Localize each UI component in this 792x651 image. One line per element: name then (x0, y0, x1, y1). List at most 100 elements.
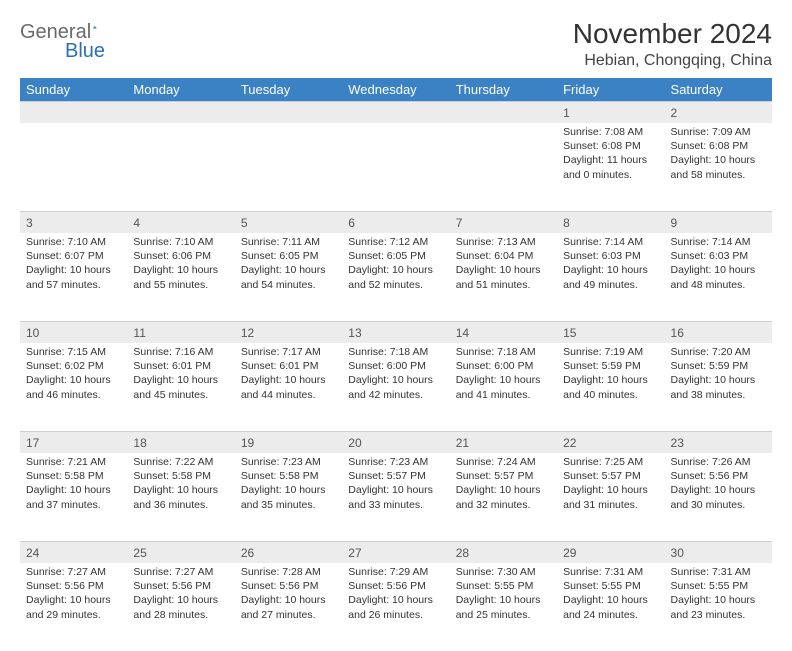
sunrise-line: Sunrise: 7:27 AM (133, 565, 228, 579)
day-cell: Sunrise: 7:24 AMSunset: 5:57 PMDaylight:… (450, 453, 557, 542)
day-number-cell: 22 (557, 432, 664, 454)
daylight-line: Daylight: 10 hours and 36 minutes. (133, 483, 228, 511)
daylight-line: Daylight: 10 hours and 32 minutes. (456, 483, 551, 511)
day-cell: Sunrise: 7:23 AMSunset: 5:57 PMDaylight:… (342, 453, 449, 542)
sunset-line: Sunset: 6:08 PM (671, 139, 766, 153)
daylight-line: Daylight: 10 hours and 23 minutes. (671, 593, 766, 621)
day-number-cell: 17 (20, 432, 127, 454)
sunset-line: Sunset: 6:07 PM (26, 249, 121, 263)
sunrise-line: Sunrise: 7:26 AM (671, 455, 766, 469)
sunrise-line: Sunrise: 7:14 AM (563, 235, 658, 249)
day-cell: Sunrise: 7:08 AMSunset: 6:08 PMDaylight:… (557, 123, 664, 212)
sunrise-line: Sunrise: 7:25 AM (563, 455, 658, 469)
sunrise-line: Sunrise: 7:14 AM (671, 235, 766, 249)
day-number-cell: 25 (127, 542, 234, 564)
sunrise-line: Sunrise: 7:29 AM (348, 565, 443, 579)
daylight-line: Daylight: 10 hours and 35 minutes. (241, 483, 336, 511)
day-content-row: Sunrise: 7:08 AMSunset: 6:08 PMDaylight:… (20, 123, 772, 212)
sunrise-line: Sunrise: 7:08 AM (563, 125, 658, 139)
day-cell: Sunrise: 7:14 AMSunset: 6:03 PMDaylight:… (557, 233, 664, 322)
sunset-line: Sunset: 5:55 PM (671, 579, 766, 593)
sunrise-line: Sunrise: 7:10 AM (133, 235, 228, 249)
day-cell: Sunrise: 7:31 AMSunset: 5:55 PMDaylight:… (665, 563, 772, 651)
sunrise-line: Sunrise: 7:13 AM (456, 235, 551, 249)
daylight-line: Daylight: 10 hours and 30 minutes. (671, 483, 766, 511)
day-cell: Sunrise: 7:22 AMSunset: 5:58 PMDaylight:… (127, 453, 234, 542)
daylight-line: Daylight: 10 hours and 25 minutes. (456, 593, 551, 621)
day-cell: Sunrise: 7:14 AMSunset: 6:03 PMDaylight:… (665, 233, 772, 322)
day-cell: Sunrise: 7:11 AMSunset: 6:05 PMDaylight:… (235, 233, 342, 322)
day-cell: Sunrise: 7:15 AMSunset: 6:02 PMDaylight:… (20, 343, 127, 432)
day-cell: Sunrise: 7:10 AMSunset: 6:06 PMDaylight:… (127, 233, 234, 322)
day-cell: Sunrise: 7:31 AMSunset: 5:55 PMDaylight:… (557, 563, 664, 651)
daylight-line: Daylight: 10 hours and 42 minutes. (348, 373, 443, 401)
sunset-line: Sunset: 6:00 PM (348, 359, 443, 373)
day-number-cell: 15 (557, 322, 664, 344)
day-number-cell: 9 (665, 212, 772, 234)
calendar-table: SundayMondayTuesdayWednesdayThursdayFrid… (20, 78, 772, 651)
sunset-line: Sunset: 5:56 PM (133, 579, 228, 593)
day-number-cell: 27 (342, 542, 449, 564)
day-number-cell: 21 (450, 432, 557, 454)
day-number-cell: 14 (450, 322, 557, 344)
page: General Blue November 2024 Hebian, Chong… (0, 0, 792, 612)
day-number-cell: 20 (342, 432, 449, 454)
sunset-line: Sunset: 6:02 PM (26, 359, 121, 373)
day-number-cell (127, 102, 234, 124)
day-number-cell: 4 (127, 212, 234, 234)
sunset-line: Sunset: 6:01 PM (241, 359, 336, 373)
sunrise-line: Sunrise: 7:09 AM (671, 125, 766, 139)
daylight-line: Daylight: 11 hours and 0 minutes. (563, 153, 658, 181)
day-cell: Sunrise: 7:21 AMSunset: 5:58 PMDaylight:… (20, 453, 127, 542)
sunset-line: Sunset: 5:55 PM (563, 579, 658, 593)
day-cell: Sunrise: 7:27 AMSunset: 5:56 PMDaylight:… (127, 563, 234, 651)
sunset-line: Sunset: 5:59 PM (563, 359, 658, 373)
sunset-line: Sunset: 6:05 PM (241, 249, 336, 263)
sunrise-line: Sunrise: 7:16 AM (133, 345, 228, 359)
day-content-row: Sunrise: 7:15 AMSunset: 6:02 PM Daylight:… (20, 343, 772, 432)
day-cell: Sunrise: 7:28 AMSunset: 5:56 PMDaylight:… (235, 563, 342, 651)
sunset-line: Sunset: 6:03 PM (563, 249, 658, 263)
day-number-cell: 8 (557, 212, 664, 234)
day-cell: Sunrise: 7:26 AMSunset: 5:56 PMDaylight:… (665, 453, 772, 542)
day-header: Friday (557, 78, 664, 102)
day-number-row: 3456789 (20, 212, 772, 234)
day-cell: Sunrise: 7:18 AMSunset: 6:00 PMDaylight:… (342, 343, 449, 432)
sunset-line: Sunset: 6:08 PM (563, 139, 658, 153)
location-subtitle: Hebian, Chongqing, China (573, 52, 772, 70)
sunrise-line: Sunrise: 7:19 AM (563, 345, 658, 359)
brand-sail-icon (93, 19, 97, 35)
day-cell (235, 123, 342, 212)
daylight-line: Daylight: 10 hours and 54 minutes. (241, 263, 336, 291)
daylight-line: Daylight: 10 hours and 52 minutes. (348, 263, 443, 291)
sunset-line: Sunset: 5:58 PM (241, 469, 336, 483)
day-cell: Sunrise: 7:27 AMSunset: 5:56 PMDaylight:… (20, 563, 127, 651)
sunrise-line: Sunrise: 7:15 AM (26, 345, 121, 359)
daylight-line: Daylight: 10 hours and 38 minutes. (671, 373, 766, 401)
day-number-cell: 10 (20, 322, 127, 344)
day-cell: Sunrise: 7:13 AMSunset: 6:04 PMDaylight:… (450, 233, 557, 322)
daylight-line: Daylight: 10 hours and 41 minutes. (456, 373, 551, 401)
day-cell (20, 123, 127, 212)
day-cell: Sunrise: 7:12 AMSunset: 6:05 PMDaylight:… (342, 233, 449, 322)
day-number-row: 12 (20, 102, 772, 124)
sunset-line: Sunset: 5:57 PM (456, 469, 551, 483)
sunrise-line: Sunrise: 7:21 AM (26, 455, 121, 469)
sunset-line: Sunset: 5:59 PM (671, 359, 766, 373)
sunrise-line: Sunrise: 7:23 AM (241, 455, 336, 469)
daylight-line: Daylight: 10 hours and 24 minutes. (563, 593, 658, 621)
day-header: Saturday (665, 78, 772, 102)
sunrise-line: Sunrise: 7:31 AM (671, 565, 766, 579)
day-content-row: Sunrise: 7:10 AM Sunset: 6:07 PM Daylight:… (20, 233, 772, 322)
day-cell (342, 123, 449, 212)
day-header: Tuesday (235, 78, 342, 102)
day-number-cell: 28 (450, 542, 557, 564)
daylight-line: Daylight: 10 hours and 27 minutes. (241, 593, 336, 621)
calendar-body: 12Sunrise: 7:08 AMSunset: 6:08 PMDayligh… (20, 102, 772, 651)
daylight-line: Daylight: 10 hours and 44 minutes. (241, 373, 336, 401)
day-number-cell (342, 102, 449, 124)
day-cell: Sunrise: 7:18 AMSunset: 6:00 PMDaylight:… (450, 343, 557, 432)
brand-text-1: General (20, 22, 91, 42)
sunset-line: Sunset: 5:57 PM (348, 469, 443, 483)
sunset-line: Sunset: 5:58 PM (133, 469, 228, 483)
